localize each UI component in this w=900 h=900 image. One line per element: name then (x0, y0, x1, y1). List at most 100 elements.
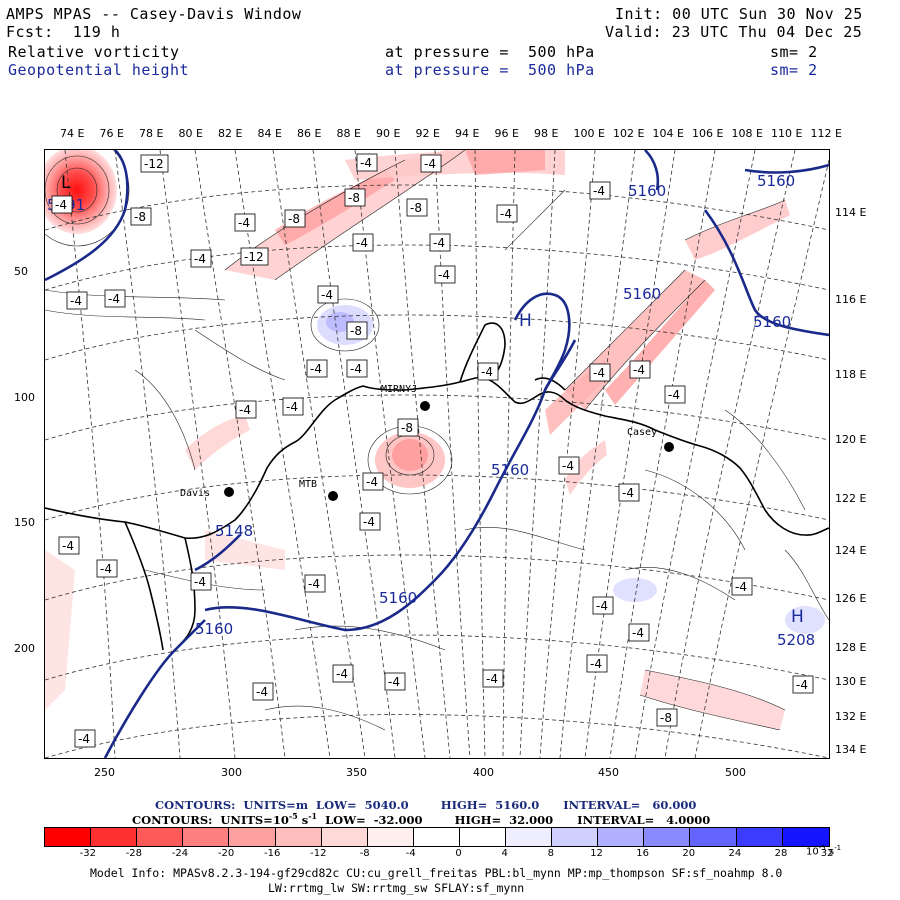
vorticity-label: -4 (362, 472, 384, 491)
vorticity-label: -4 (352, 233, 374, 252)
vorticity-label: -4 (282, 397, 304, 416)
lon-label-right: 118 E (835, 368, 867, 381)
vorticity-label: -4 (586, 654, 608, 673)
lon-label-right: 134 E (835, 743, 867, 756)
svg-text:-4: -4 (308, 577, 320, 591)
y-tick-label: 50 (14, 265, 28, 278)
lon-label-right: 120 E (835, 433, 867, 446)
field2-level: at pressure = 500 hPa (385, 61, 595, 79)
field2-name: Geopotential height (8, 61, 190, 79)
pressure-center-label: H (519, 311, 532, 331)
lon-label-top: 74 E (60, 127, 85, 140)
field2-smoothing: sm= 2 (770, 61, 818, 79)
lon-label-top: 76 E (99, 127, 124, 140)
vorticity-label: -4 (629, 360, 651, 379)
colorbar-swatch (551, 827, 600, 847)
svg-text:-4: -4 (424, 157, 436, 171)
svg-text:-12: -12 (144, 157, 164, 171)
svg-text:-4: -4 (593, 366, 605, 380)
vorticity-label: -4 (346, 359, 368, 378)
vorticity-label: -4 (332, 664, 354, 683)
low-vorticity-core (45, 150, 117, 234)
x-tick-label: 500 (725, 766, 746, 779)
svg-text:-8: -8 (410, 201, 422, 215)
lon-label-top: 82 E (218, 127, 243, 140)
vorticity-label: -4 (190, 572, 212, 591)
vorticity-label: -4 (434, 265, 456, 284)
vorticity-label: -4 (51, 195, 73, 214)
svg-text:-4: -4 (433, 236, 445, 250)
colorbar-swatch (44, 827, 93, 847)
map-panel: MIRNYJ Davis MTB Casey 5160 5160 5160 5160 5… (44, 149, 830, 759)
lon-label-top: 98 E (534, 127, 559, 140)
svg-text:-8: -8 (288, 212, 300, 226)
svg-text:-4: -4 (239, 403, 251, 417)
svg-text:-4: -4 (194, 252, 206, 266)
svg-text:-4: -4 (256, 685, 268, 699)
field1-name: Relative vorticity (8, 43, 180, 61)
station-label-casey: Casey (627, 427, 657, 438)
vorticity-label: -4 (429, 233, 451, 252)
colorbar-swatch (458, 827, 507, 847)
vorticity-label: -8 (346, 321, 368, 340)
lon-label-top: 84 E (257, 127, 282, 140)
vorticity-label: -4 (592, 596, 614, 615)
colorbar-swatch (412, 827, 461, 847)
vorticity-label: -4 (252, 682, 274, 701)
lon-label-right: 130 E (835, 675, 867, 688)
height-label: 5160 (491, 461, 529, 479)
vorticity-label: -4 (66, 291, 88, 310)
vorticity-label: -4 (420, 154, 442, 173)
station-markers (224, 401, 674, 501)
svg-text:-4: -4 (735, 580, 747, 594)
contour-info-height: CONTOURS: UNITS=m LOW= 5040.0 HIGH= 5160… (155, 798, 697, 812)
station-mirnyj-marker (420, 401, 430, 411)
station-mtb-marker (328, 491, 338, 501)
height-label: 5160 (379, 589, 417, 607)
svg-text:-12: -12 (244, 250, 264, 264)
model-physics: LW:rrtmg_lw SW:rrtmg_sw SFLAY:sf_mynn (268, 881, 525, 895)
colorbar-swatch (735, 827, 784, 847)
svg-text:-4: -4 (622, 486, 634, 500)
colorbar-tick-label: -12 (310, 848, 327, 859)
svg-text:-4: -4 (633, 363, 645, 377)
svg-text:-4: -4 (438, 268, 450, 282)
vorticity-label: -8 (656, 708, 678, 727)
colorbar-tick-label: 20 (682, 848, 696, 859)
colorbar-swatch (90, 827, 139, 847)
station-label-mirnyj: MIRNYJ (381, 384, 417, 395)
svg-text:-4: -4 (562, 459, 574, 473)
vorticity-label: -8 (284, 209, 306, 228)
colorbar-swatch (182, 827, 231, 847)
lon-label-right: 128 E (835, 641, 867, 654)
colorbar-swatch (597, 827, 646, 847)
svg-text:-4: -4 (500, 207, 512, 221)
colorbar-tick-label: -24 (171, 848, 189, 859)
vorticity-label: -12 (140, 154, 169, 173)
colorbar-swatch (781, 827, 830, 847)
vorticity-label: -4 (628, 623, 650, 642)
svg-text:-4: -4 (796, 678, 808, 692)
svg-text:-4: -4 (100, 562, 112, 576)
colorbar-swatch (689, 827, 738, 847)
height-contours (45, 150, 829, 758)
svg-text:-4: -4 (310, 362, 322, 376)
y-tick-label: 200 (14, 642, 35, 655)
svg-text:-4: -4 (194, 575, 206, 589)
lon-label-top: 86 E (297, 127, 322, 140)
vorticity-label: -4 (618, 483, 640, 502)
height-label: 5160 (623, 285, 661, 303)
svg-text:-4: -4 (356, 236, 368, 250)
lon-label-top: 90 E (376, 127, 401, 140)
vorticity-label: -4 (589, 181, 611, 200)
colorbar-units: 10-5 s-1 (806, 844, 842, 858)
station-label-davis: Davis (180, 488, 210, 499)
vorticity-label: -4 (306, 359, 328, 378)
vorticity-label: -8 (344, 188, 366, 207)
svg-text:-4: -4 (363, 515, 375, 529)
vorticity-label: -4 (482, 669, 504, 688)
x-tick-label: 400 (473, 766, 494, 779)
colorbar-tick-label: -16 (264, 848, 281, 859)
y-tick-label: 150 (14, 516, 35, 529)
forecast-hour: Fcst: 119 h (6, 23, 121, 41)
